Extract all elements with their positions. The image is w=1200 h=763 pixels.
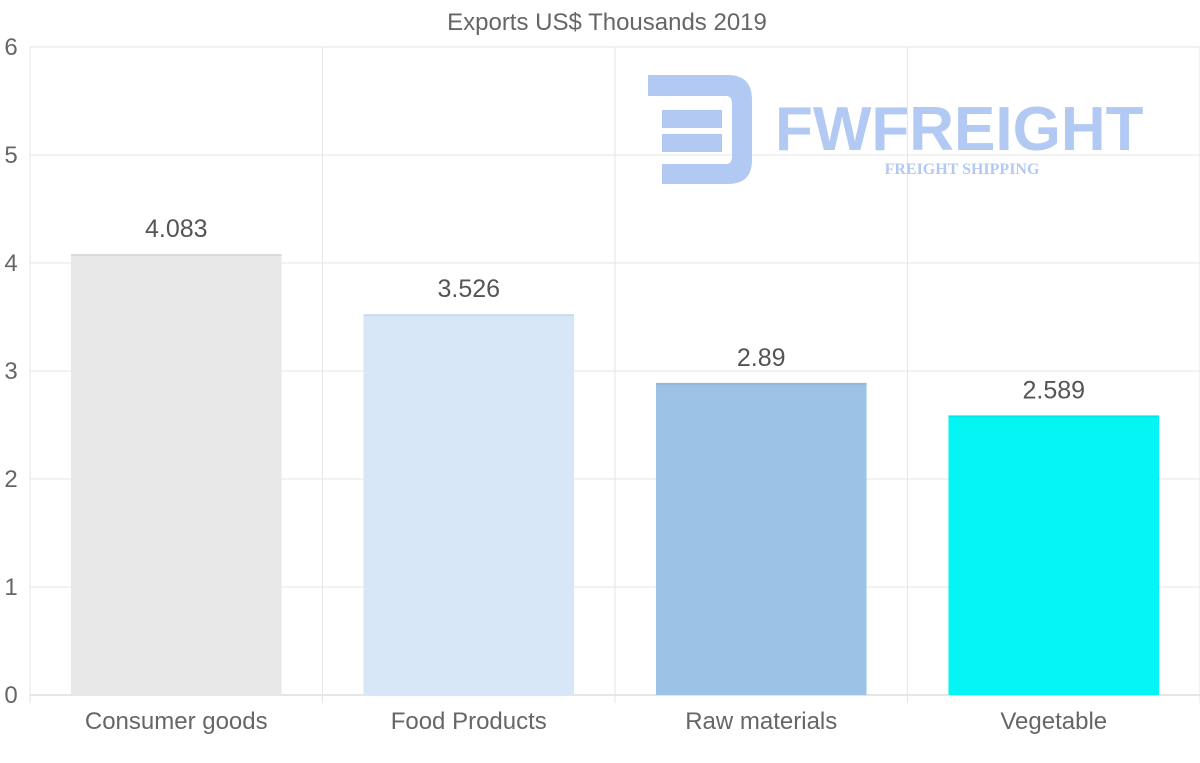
x-tick-label: Raw materials — [685, 708, 837, 735]
x-axis: Consumer goods Food Products Raw materials… — [85, 708, 1107, 735]
data-label: 2.89 — [737, 344, 786, 372]
y-tick-label: 4 — [4, 250, 17, 277]
y-tick-label: 1 — [4, 574, 17, 601]
y-tick-label: 3 — [4, 358, 17, 385]
y-tick-label: 0 — [4, 682, 17, 709]
x-tick-label: Food Products — [391, 708, 547, 735]
watermark-logo: FWFREIGHT FREIGHT SHIPPING — [648, 75, 1144, 184]
bar — [70, 254, 282, 695]
data-label: 3.526 — [437, 275, 500, 303]
data-label: 4.083 — [145, 215, 208, 243]
bar — [948, 415, 1160, 695]
fw-logo-icon — [648, 75, 752, 184]
watermark-brand: FWFREIGHT — [775, 95, 1144, 164]
y-tick-label: 2 — [4, 466, 17, 493]
x-tick-label: Vegetable — [1000, 708, 1107, 735]
watermark-tagline: FREIGHT SHIPPING — [885, 161, 1040, 178]
data-label: 2.589 — [1022, 376, 1085, 404]
data-labels: 4.083 3.526 2.89 2.589 — [145, 215, 1085, 404]
x-tick-label: Consumer goods — [85, 708, 268, 735]
bars — [70, 254, 1160, 695]
y-axis: 0 1 2 3 4 5 6 — [4, 34, 17, 709]
chart-title: Exports US$ Thousands 2019 — [447, 9, 767, 36]
bar — [363, 314, 575, 695]
y-tick-label: 6 — [4, 34, 17, 61]
y-tick-label: 5 — [4, 142, 17, 169]
bar — [655, 382, 867, 695]
